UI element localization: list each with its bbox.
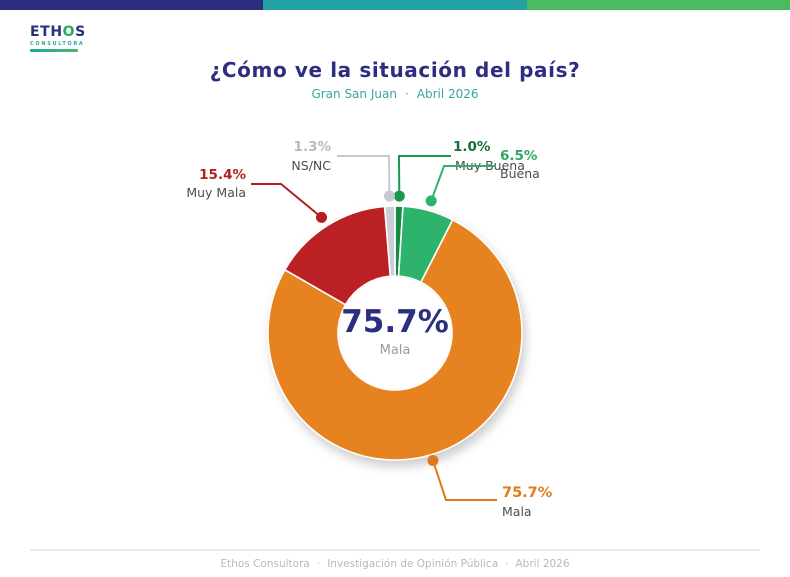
footer-label: Investigación de Opinión Pública (327, 558, 499, 570)
callout-leader-lines (251, 155, 497, 501)
callout-pct-ns-nc: 1.3% (294, 139, 332, 155)
leader-dot-ns-nc (383, 190, 395, 202)
callout-pct-mala: 75.7% (502, 485, 553, 501)
leader-line-buena (430, 165, 496, 202)
footer-company: Ethos Consultora (220, 558, 310, 570)
leader-line-muy-mala (251, 183, 323, 219)
callout-pct-muy-buena: 1.0% (453, 139, 491, 155)
slice-muy-mala (284, 205, 392, 306)
footer-divider (30, 549, 760, 551)
footer-separator: · (316, 558, 321, 570)
logo-name: ETHOS (30, 25, 86, 40)
callout-label-mala: Mala (502, 504, 532, 519)
center-value: 75.7% (341, 304, 449, 340)
logo-underline (30, 49, 78, 52)
slice-mala (267, 219, 523, 461)
leader-dot-buena (425, 195, 437, 207)
callout-label-muy-mala: Muy Mala (186, 185, 246, 200)
callout-label-buena: Buena (500, 166, 540, 181)
leader-dot-muy-buena (393, 190, 405, 202)
slice-ns-nc (383, 205, 396, 277)
top-bar-segment-teal (263, 0, 527, 10)
leader-line-mala (431, 460, 497, 501)
donut-slices (267, 205, 523, 461)
callout-label-ns-nc: NS/NC (291, 158, 331, 173)
leader-line-muy-buena (397, 155, 451, 197)
leader-line-ns-nc (337, 155, 391, 197)
footer-text: Ethos Consultora · Investigación de Opinió… (0, 558, 790, 570)
callout-pct-buena: 6.5% (500, 148, 538, 164)
top-bar (0, 0, 790, 10)
logo-name-post: S (75, 24, 86, 40)
ethos-logo: ETHOS CONSULTORA (30, 25, 86, 52)
footer-date: Abril 2026 (515, 558, 570, 570)
top-bar-segment-green (526, 0, 790, 10)
logo-subtitle: CONSULTORA (30, 41, 85, 47)
donut-hole (339, 277, 451, 389)
subtitle-date: Abril 2026 (416, 87, 479, 101)
page-title: ¿Cómo ve la situación del país? (209, 58, 581, 82)
leader-dot-muy-mala (316, 211, 328, 223)
page-subtitle: Gran San Juan · Abril 2026 (0, 87, 790, 101)
center-label: Mala (380, 343, 411, 358)
callout-pct-muy-mala: 15.4% (199, 167, 246, 183)
logo-name-o: O (62, 24, 76, 40)
footer-separator: · (505, 558, 509, 570)
logo-name-pre: ETH (30, 24, 63, 40)
leader-dot-mala (427, 454, 439, 466)
top-bar-segment-navy (0, 0, 264, 10)
subtitle-separator: · (404, 87, 409, 101)
subtitle-location: Gran San Juan (311, 87, 397, 101)
